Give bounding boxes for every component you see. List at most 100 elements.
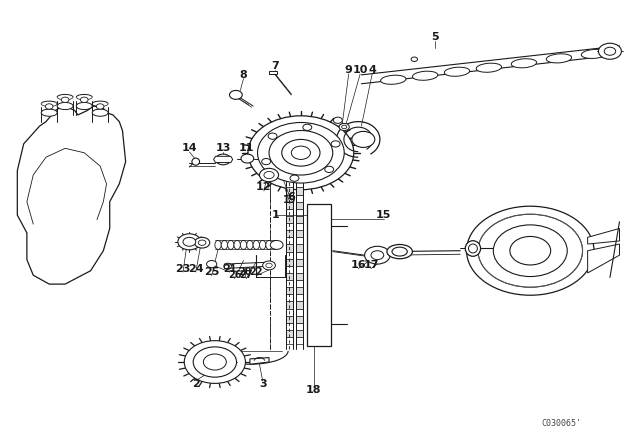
- Circle shape: [184, 340, 246, 383]
- Circle shape: [61, 97, 69, 103]
- Circle shape: [241, 154, 253, 163]
- Bar: [285, 173, 293, 181]
- Ellipse shape: [468, 244, 477, 253]
- Bar: [285, 159, 293, 166]
- Bar: [285, 330, 293, 337]
- Bar: [296, 259, 303, 266]
- Circle shape: [269, 130, 333, 175]
- Bar: [296, 209, 303, 216]
- Bar: [285, 188, 293, 194]
- Circle shape: [204, 354, 227, 370]
- Text: 18: 18: [306, 385, 321, 395]
- Ellipse shape: [76, 103, 92, 110]
- Ellipse shape: [41, 109, 57, 116]
- Ellipse shape: [511, 59, 536, 68]
- Ellipse shape: [246, 241, 253, 250]
- Bar: [296, 194, 303, 202]
- Bar: [296, 337, 303, 344]
- Text: 24: 24: [188, 263, 204, 274]
- Bar: [307, 204, 332, 346]
- Text: 10: 10: [353, 65, 368, 75]
- Bar: [285, 237, 293, 245]
- Polygon shape: [214, 156, 233, 163]
- Ellipse shape: [412, 71, 438, 80]
- Bar: [285, 273, 293, 280]
- Text: 25: 25: [204, 267, 220, 277]
- Ellipse shape: [234, 241, 241, 250]
- Text: 27: 27: [239, 270, 253, 280]
- Circle shape: [352, 131, 375, 147]
- Circle shape: [266, 263, 272, 267]
- Bar: [296, 173, 303, 181]
- Ellipse shape: [215, 241, 221, 250]
- Bar: [296, 166, 303, 173]
- Text: C030065': C030065': [541, 419, 581, 428]
- Bar: [285, 287, 293, 294]
- Bar: [285, 316, 293, 323]
- Bar: [285, 337, 293, 344]
- Circle shape: [262, 261, 275, 270]
- Bar: [296, 287, 303, 294]
- Bar: [296, 302, 303, 309]
- Text: 13: 13: [216, 143, 231, 153]
- Text: 22: 22: [250, 267, 263, 277]
- Circle shape: [478, 214, 582, 287]
- Circle shape: [467, 206, 594, 295]
- Circle shape: [216, 154, 231, 165]
- Text: 6: 6: [287, 192, 295, 202]
- Circle shape: [411, 57, 417, 61]
- Ellipse shape: [57, 103, 73, 110]
- Text: 19: 19: [284, 194, 297, 205]
- Bar: [296, 216, 303, 223]
- Circle shape: [97, 104, 104, 109]
- Circle shape: [264, 172, 274, 179]
- Circle shape: [198, 240, 206, 246]
- Text: 7: 7: [271, 61, 279, 71]
- Bar: [285, 209, 293, 216]
- Circle shape: [270, 241, 283, 250]
- Circle shape: [45, 104, 53, 109]
- Circle shape: [268, 133, 277, 139]
- Ellipse shape: [381, 75, 406, 84]
- Bar: [285, 302, 293, 309]
- Polygon shape: [588, 244, 620, 273]
- Text: 16: 16: [351, 260, 366, 270]
- Bar: [296, 223, 303, 230]
- Text: 15: 15: [376, 210, 392, 220]
- Circle shape: [371, 251, 384, 260]
- Circle shape: [230, 90, 243, 99]
- Ellipse shape: [253, 241, 259, 250]
- Bar: [296, 294, 303, 302]
- Circle shape: [342, 125, 347, 129]
- Bar: [285, 181, 293, 188]
- Bar: [285, 194, 293, 202]
- Circle shape: [207, 260, 217, 267]
- Text: 11: 11: [239, 143, 255, 153]
- Ellipse shape: [241, 241, 246, 250]
- Circle shape: [282, 139, 320, 166]
- Bar: [296, 316, 303, 323]
- Ellipse shape: [192, 158, 200, 165]
- Text: 17: 17: [364, 260, 379, 270]
- Ellipse shape: [272, 241, 278, 250]
- Ellipse shape: [444, 67, 470, 76]
- Ellipse shape: [387, 245, 412, 259]
- Circle shape: [178, 234, 201, 250]
- Bar: [285, 245, 293, 252]
- Text: 1: 1: [271, 210, 279, 220]
- Polygon shape: [250, 358, 269, 364]
- Ellipse shape: [476, 63, 502, 72]
- Bar: [285, 223, 293, 230]
- Circle shape: [303, 124, 312, 130]
- Ellipse shape: [581, 49, 607, 59]
- Bar: [296, 280, 303, 287]
- Circle shape: [193, 347, 237, 377]
- Bar: [285, 294, 293, 302]
- Circle shape: [339, 123, 349, 130]
- Bar: [285, 323, 293, 330]
- Ellipse shape: [547, 54, 572, 63]
- Bar: [296, 309, 303, 316]
- Bar: [296, 273, 303, 280]
- Circle shape: [259, 168, 278, 182]
- Text: 5: 5: [431, 32, 438, 42]
